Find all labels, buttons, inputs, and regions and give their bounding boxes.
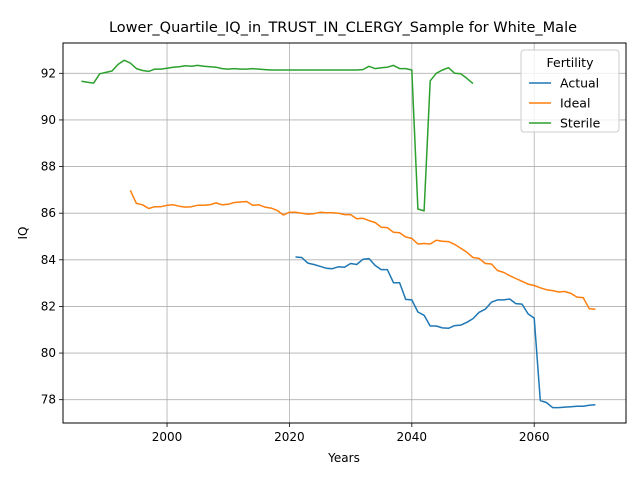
series-line-sterile — [81, 59, 474, 212]
legend-title: Fertility — [547, 55, 595, 70]
x-tick-label: 2060 — [519, 430, 550, 444]
y-tick-label: 82 — [41, 299, 56, 313]
plot-frame — [62, 42, 627, 424]
y-tick-label: 84 — [41, 253, 56, 267]
x-axis-label: Years — [327, 451, 360, 465]
legend-label-ideal: Ideal — [560, 96, 590, 111]
legend-label-actual: Actual — [560, 76, 599, 91]
y-axis-label: IQ — [16, 227, 30, 240]
series-line-ideal — [129, 189, 596, 310]
y-tick-label: 78 — [41, 393, 56, 407]
x-tick-label: 2000 — [152, 430, 183, 444]
legend-label-sterile: Sterile — [560, 116, 601, 131]
y-tick-label: 88 — [41, 160, 56, 174]
legend-box — [520, 49, 620, 133]
y-tick-label: 92 — [41, 66, 56, 80]
series-lines — [81, 59, 596, 409]
y-tick-label: 80 — [41, 346, 56, 360]
y-tick-label: 86 — [41, 206, 56, 220]
grid-lines — [63, 43, 626, 423]
chart-title: Lower_Quartile_IQ_in_TRUST_IN_CLERGY_Sam… — [109, 20, 577, 36]
x-tick-label: 2020 — [274, 430, 305, 444]
legend: Fertility Actual Ideal Sterile — [520, 49, 620, 133]
series-line-actual — [295, 256, 596, 409]
x-axis-ticks: 2000 2020 2040 2060 — [152, 423, 550, 444]
x-tick-label: 2040 — [397, 430, 428, 444]
y-tick-label: 90 — [41, 113, 56, 127]
y-axis-ticks: 78 80 82 84 86 88 90 92 — [41, 66, 63, 407]
